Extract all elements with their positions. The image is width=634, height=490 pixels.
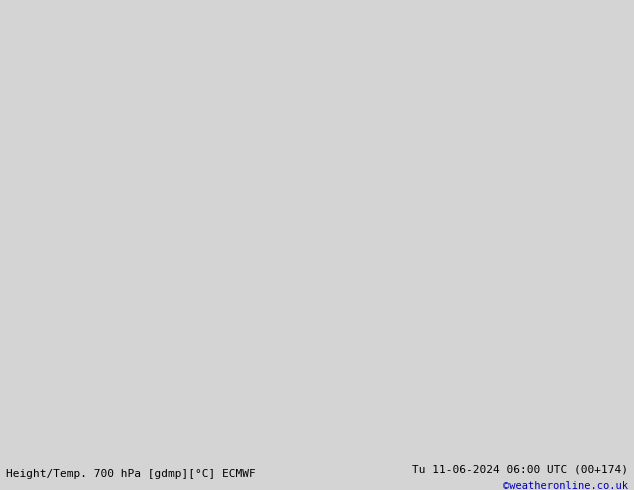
Text: ©weatheronline.co.uk: ©weatheronline.co.uk xyxy=(503,481,628,490)
Text: Height/Temp. 700 hPa [gdmp][°C] ECMWF: Height/Temp. 700 hPa [gdmp][°C] ECMWF xyxy=(6,469,256,479)
Text: Tu 11-06-2024 06:00 UTC (00+174): Tu 11-06-2024 06:00 UTC (00+174) xyxy=(411,465,628,474)
